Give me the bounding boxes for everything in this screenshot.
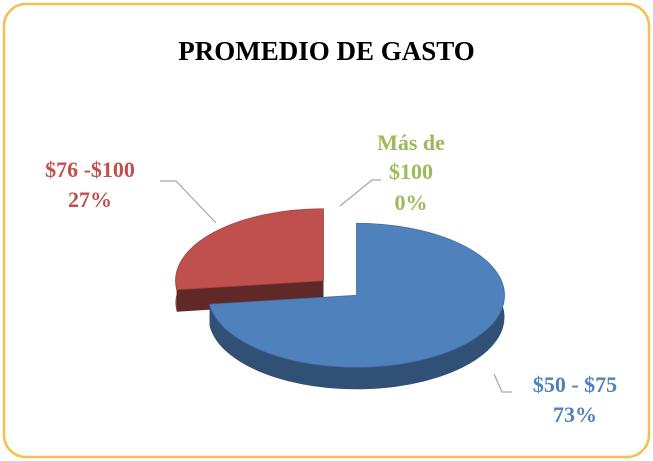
chart-title: PROMEDIO DE GASTO — [178, 36, 475, 66]
slice-value-label: 27% — [68, 187, 112, 212]
leader-line — [339, 179, 381, 207]
slice-label: $76 -$100 — [45, 157, 135, 182]
pie-slice — [175, 208, 324, 291]
leader-line — [493, 373, 512, 393]
pie — [175, 208, 505, 390]
pie-slice — [209, 222, 505, 368]
slice-value-label: 0% — [394, 190, 428, 215]
slice-value-label: 73% — [553, 402, 597, 427]
slice-label: Más de $100 — [377, 130, 445, 184]
slice-label: $50 - $75 — [532, 372, 618, 397]
leader-line — [160, 180, 217, 224]
